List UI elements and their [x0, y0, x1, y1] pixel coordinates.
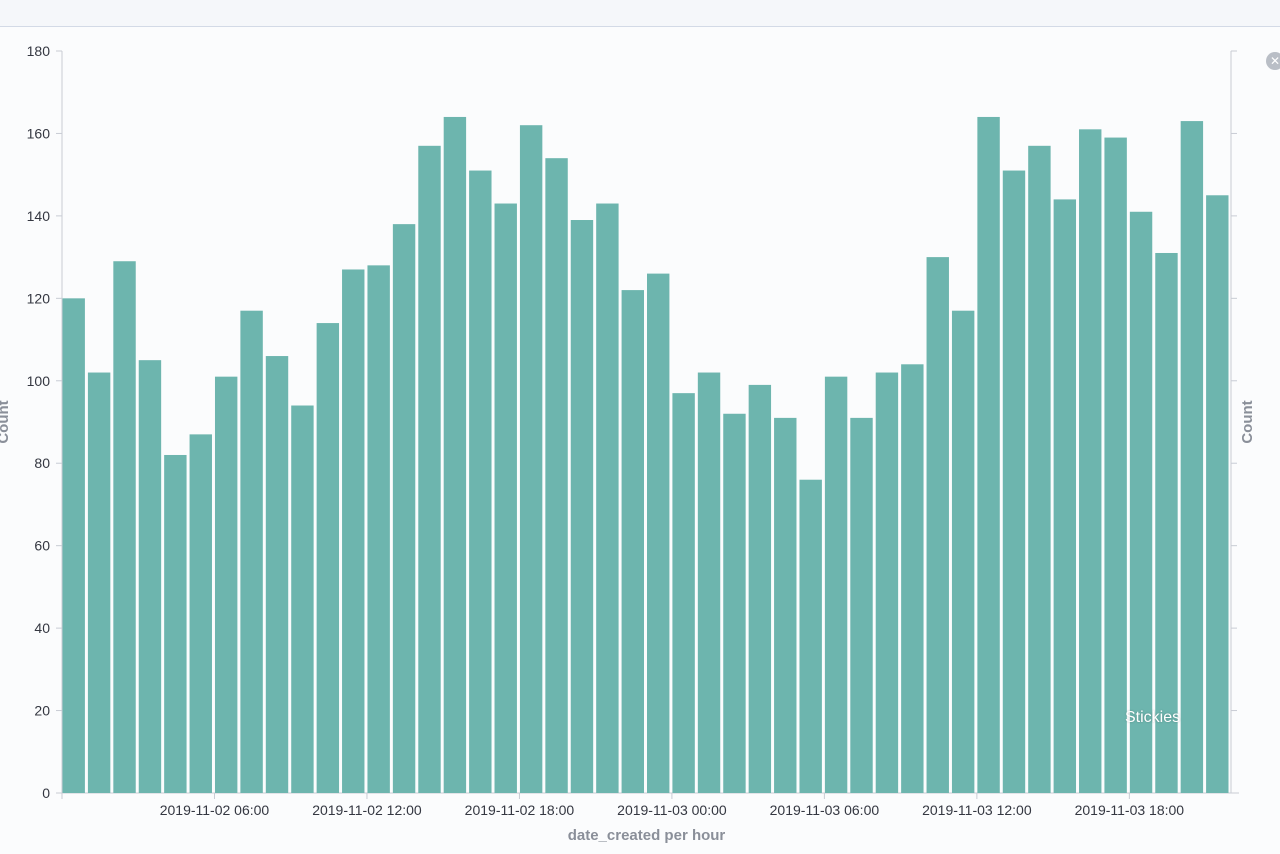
bar: [1180, 121, 1204, 794]
y-tick-label: 180: [27, 43, 51, 59]
x-tick-label: 2019-11-03 18:00: [1075, 802, 1185, 818]
y-tick-label: 140: [27, 208, 51, 224]
bar: [1206, 195, 1229, 793]
y-tick-label: 20: [34, 703, 50, 719]
bar: [265, 356, 289, 793]
y-tick-label: 100: [27, 373, 51, 389]
bar: [977, 116, 1000, 793]
x-tick-label: 2019-11-03 06:00: [770, 802, 880, 818]
bar: [316, 323, 340, 793]
bar: [367, 265, 390, 793]
x-tick-label: 2019-11-02 06:00: [160, 802, 270, 818]
bar: [926, 257, 949, 794]
y-tick-label: 160: [27, 125, 51, 141]
bar: [697, 372, 721, 793]
x-tick-label: 2019-11-03 00:00: [617, 802, 727, 818]
bar: [1104, 137, 1127, 794]
bar: [418, 145, 441, 794]
bar: [723, 413, 746, 793]
bar: [799, 479, 822, 793]
bar: [570, 220, 594, 793]
stickies-watermark: Stickies: [1125, 709, 1181, 726]
y-tick-label: 80: [34, 455, 50, 471]
bar: [596, 203, 619, 793]
bar: [62, 298, 85, 793]
bar: [443, 116, 467, 793]
x-tick-label: 2019-11-03 12:00: [922, 802, 1032, 818]
bar: [494, 203, 517, 793]
bar: [240, 310, 263, 793]
x-axis-title: date_created per hour: [568, 827, 726, 844]
x-tick-label: 2019-11-02 18:00: [465, 802, 575, 818]
bar: [951, 310, 975, 793]
bar: [901, 364, 924, 793]
bar: [850, 417, 873, 793]
bar: [164, 454, 187, 793]
y-tick-label: 40: [34, 620, 50, 636]
bar: [113, 261, 136, 793]
y-tick-label: 120: [27, 290, 51, 306]
bar: [1053, 199, 1077, 793]
bar: [1028, 145, 1051, 794]
bar: [1129, 211, 1153, 793]
bar: [774, 417, 797, 793]
y-axis-title: Count: [0, 400, 12, 443]
x-tick-label: 2019-11-02 12:00: [312, 802, 422, 818]
bar: [545, 158, 568, 793]
bar: [87, 372, 111, 793]
top-bar: [0, 0, 1280, 27]
bar: [189, 434, 212, 793]
bar: [138, 360, 162, 793]
bar: [672, 393, 695, 793]
bar: [214, 376, 238, 793]
bar: [392, 224, 416, 794]
bar: [621, 290, 644, 793]
bar: [647, 273, 670, 794]
y-axis-title-right: Count: [1239, 400, 1256, 443]
bar: [519, 125, 543, 793]
bar: [1079, 129, 1102, 794]
bar: [342, 269, 365, 793]
close-icon[interactable]: ✕: [1266, 52, 1280, 70]
bar: [469, 170, 492, 794]
bar: [1002, 170, 1026, 794]
bar: [291, 405, 314, 793]
y-tick-label: 0: [42, 785, 50, 801]
bar: [875, 372, 899, 793]
bar: [748, 384, 772, 793]
bar: [824, 376, 848, 793]
y-tick-label: 60: [34, 538, 50, 554]
bar: [1155, 252, 1178, 793]
